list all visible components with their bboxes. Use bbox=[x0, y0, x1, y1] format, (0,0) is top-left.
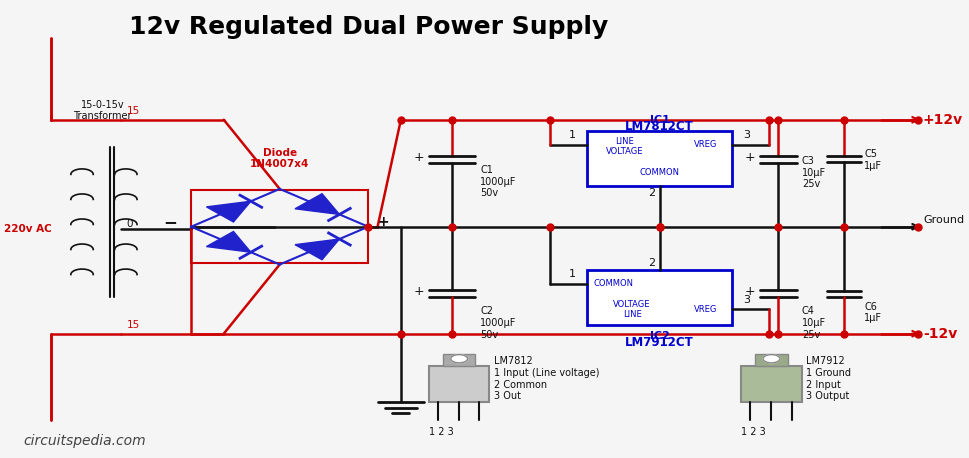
Text: COMMON: COMMON bbox=[639, 168, 679, 177]
Bar bbox=[587, 270, 731, 325]
Text: 1: 1 bbox=[569, 269, 576, 279]
Text: +: + bbox=[413, 285, 423, 298]
Bar bbox=[740, 365, 801, 402]
Text: LINE
VOLTAGE: LINE VOLTAGE bbox=[606, 137, 642, 156]
Text: 2: 2 bbox=[647, 258, 654, 267]
Text: −: − bbox=[163, 213, 177, 231]
Text: +: + bbox=[377, 215, 389, 229]
Text: 15: 15 bbox=[127, 320, 140, 330]
Text: 2: 2 bbox=[647, 188, 654, 198]
Bar bbox=[428, 365, 489, 402]
Text: C5
1μF: C5 1μF bbox=[863, 149, 882, 171]
Text: 0: 0 bbox=[127, 219, 133, 229]
Text: 15: 15 bbox=[127, 106, 140, 115]
Text: VREG: VREG bbox=[694, 140, 717, 149]
Polygon shape bbox=[295, 194, 339, 214]
Text: circuitspedia.com: circuitspedia.com bbox=[23, 434, 145, 447]
Text: LM7912CT: LM7912CT bbox=[625, 336, 693, 349]
Text: 15-0-15v
Transformer: 15-0-15v Transformer bbox=[74, 100, 132, 121]
Text: VOLTAGE
LINE: VOLTAGE LINE bbox=[612, 300, 650, 319]
Text: C3
10μF
25v: C3 10μF 25v bbox=[801, 156, 825, 189]
Text: C2
1000μF
50v: C2 1000μF 50v bbox=[480, 306, 516, 339]
Bar bbox=[443, 354, 475, 365]
Text: Ground: Ground bbox=[922, 215, 963, 225]
Text: 1: 1 bbox=[569, 130, 576, 140]
Text: 220v AC: 220v AC bbox=[4, 224, 51, 234]
Text: C1
1000μF
50v: C1 1000μF 50v bbox=[480, 165, 516, 198]
Text: C4
10μF
25v: C4 10μF 25v bbox=[801, 306, 825, 339]
Polygon shape bbox=[206, 201, 251, 222]
Text: 3: 3 bbox=[742, 130, 749, 140]
Text: +: + bbox=[744, 151, 755, 164]
Text: IC2: IC2 bbox=[649, 331, 669, 341]
Text: 1 2 3: 1 2 3 bbox=[740, 427, 766, 437]
Bar bbox=[587, 131, 731, 186]
Text: LM7812
1 Input (Line voltage)
2 Common
3 Out: LM7812 1 Input (Line voltage) 2 Common 3… bbox=[493, 356, 599, 401]
Circle shape bbox=[763, 354, 779, 363]
Text: 12v Regulated Dual Power Supply: 12v Regulated Dual Power Supply bbox=[129, 15, 608, 39]
Bar bbox=[191, 190, 368, 263]
Text: VREG: VREG bbox=[694, 305, 717, 314]
Text: 3: 3 bbox=[742, 295, 749, 305]
Text: IC1: IC1 bbox=[649, 115, 669, 125]
Bar bbox=[755, 354, 787, 365]
Text: LM7912
1 Ground
2 Input
3 Output: LM7912 1 Ground 2 Input 3 Output bbox=[805, 356, 851, 401]
Polygon shape bbox=[206, 231, 251, 252]
Text: COMMON: COMMON bbox=[593, 279, 633, 288]
Text: -12v: -12v bbox=[922, 327, 956, 341]
Text: LM7812CT: LM7812CT bbox=[625, 120, 693, 133]
Text: +: + bbox=[413, 151, 423, 164]
Text: +: + bbox=[744, 285, 755, 298]
Text: 1 2 3: 1 2 3 bbox=[428, 427, 453, 437]
Text: Diode
1N4007x4: Diode 1N4007x4 bbox=[250, 147, 309, 169]
Circle shape bbox=[451, 354, 467, 363]
Text: +12v: +12v bbox=[922, 113, 962, 127]
Text: C6
1μF: C6 1μF bbox=[863, 302, 882, 323]
Polygon shape bbox=[295, 239, 339, 260]
